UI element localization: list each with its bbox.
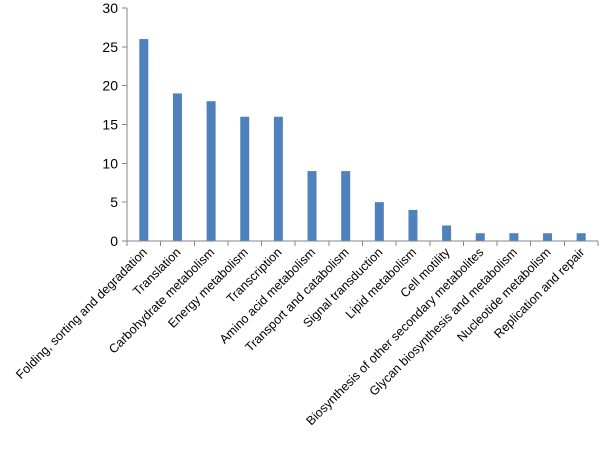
- bar: [172, 93, 182, 241]
- y-tick-label: 15: [102, 117, 118, 133]
- bar: [576, 233, 586, 241]
- bars: [139, 39, 586, 241]
- bar: [206, 101, 216, 241]
- bar: [475, 233, 485, 241]
- x-axis-labels: Folding, sorting and degradationTranslat…: [13, 245, 587, 428]
- bar: [374, 202, 384, 241]
- bar: [442, 225, 452, 241]
- y-axis-ticks: 0 5 10 15 20 25 30: [102, 0, 127, 249]
- y-tick-label: 0: [110, 233, 118, 249]
- x-axis-ticks: [126, 241, 599, 246]
- bar: [543, 233, 553, 241]
- y-tick-label: 10: [102, 155, 118, 171]
- y-tick-label: 5: [110, 194, 118, 210]
- bar: [273, 116, 283, 241]
- bar: [240, 116, 250, 241]
- bar: [341, 171, 351, 241]
- bar: [139, 39, 149, 241]
- y-tick-label: 25: [102, 39, 118, 55]
- bar: [307, 171, 317, 241]
- x-tick-label: Folding, sorting and degradation: [13, 245, 150, 382]
- y-tick-label: 20: [102, 78, 118, 94]
- y-tick-label: 30: [102, 0, 118, 16]
- bar: [408, 209, 418, 241]
- bar: [509, 233, 519, 241]
